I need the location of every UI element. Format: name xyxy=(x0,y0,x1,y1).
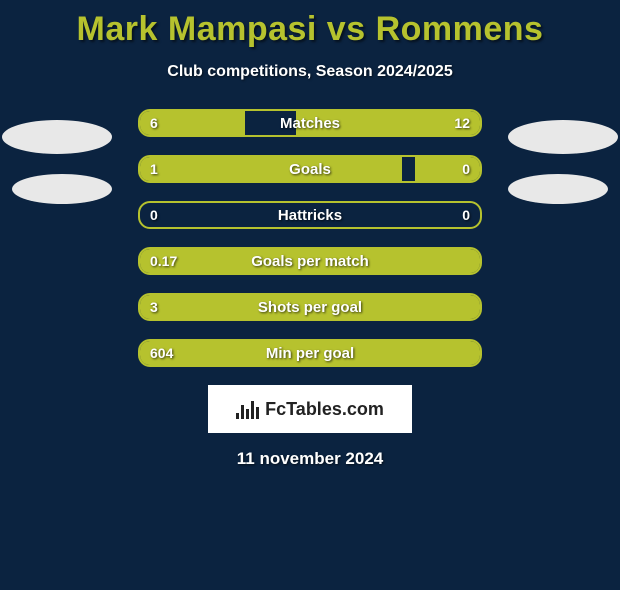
player1-avatar-placeholder-2 xyxy=(12,174,112,204)
chart-date: 11 november 2024 xyxy=(0,449,620,469)
player1-avatar-placeholder xyxy=(2,120,112,154)
page-subtitle: Club competitions, Season 2024/2025 xyxy=(0,63,620,81)
page-title: Mark Mampasi vs Rommens xyxy=(0,10,620,49)
player2-avatar-placeholder-2 xyxy=(508,174,608,204)
stat-value-right: 12 xyxy=(454,111,470,135)
stat-label: Min per goal xyxy=(140,341,480,365)
stat-value-right: 0 xyxy=(462,203,470,227)
stat-label: Goals per match xyxy=(140,249,480,273)
stat-label: Matches xyxy=(140,111,480,135)
stat-row: 3Shots per goal xyxy=(138,293,482,321)
player2-avatar-placeholder xyxy=(508,120,618,154)
stat-label: Hattricks xyxy=(140,203,480,227)
stat-row: 604Min per goal xyxy=(138,339,482,367)
stat-row: 1Goals0 xyxy=(138,155,482,183)
stat-row: 6Matches12 xyxy=(138,109,482,137)
logo-text: FcTables.com xyxy=(265,399,384,420)
stat-row: 0.17Goals per match xyxy=(138,247,482,275)
stat-bars-container: 6Matches121Goals00Hattricks00.17Goals pe… xyxy=(138,109,482,367)
stat-label: Goals xyxy=(140,157,480,181)
fctables-logo: FcTables.com xyxy=(208,385,412,433)
stat-value-right: 0 xyxy=(462,157,470,181)
logo-bars-icon xyxy=(236,399,259,419)
comparison-chart: 6Matches121Goals00Hattricks00.17Goals pe… xyxy=(0,109,620,367)
stat-label: Shots per goal xyxy=(140,295,480,319)
stat-row: 0Hattricks0 xyxy=(138,201,482,229)
